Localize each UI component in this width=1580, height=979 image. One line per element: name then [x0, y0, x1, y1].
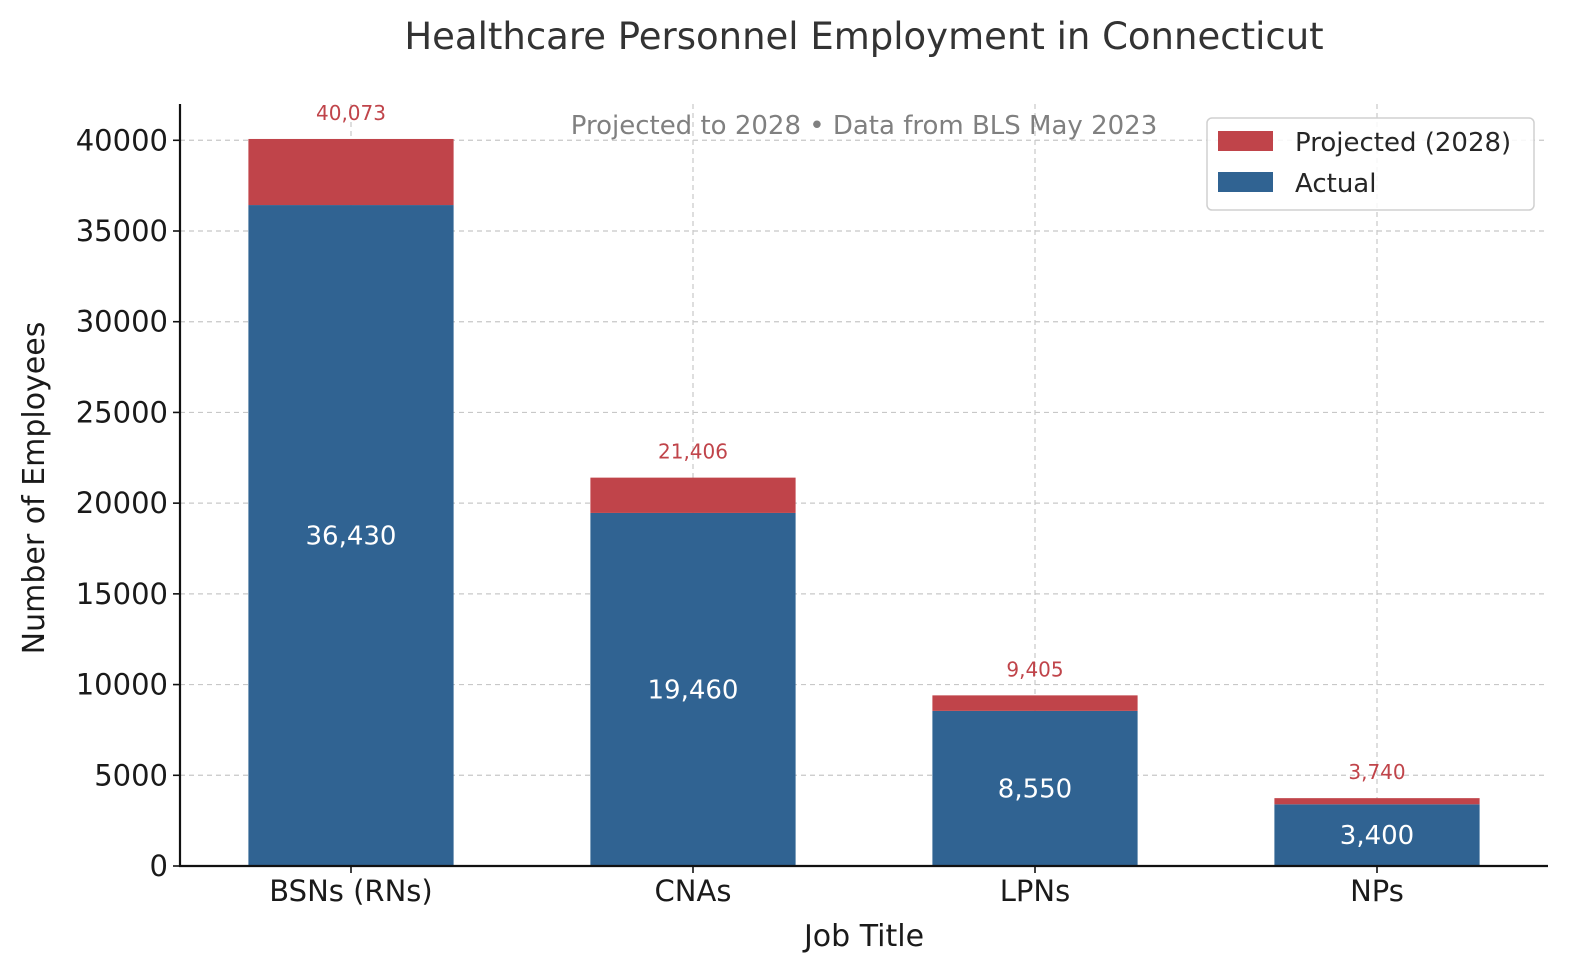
data-label-projected: 40,073 — [316, 101, 386, 125]
y-tick-label: 25000 — [76, 395, 168, 429]
axes: 0 5000 10000 15000 20000 25000 30000 35000 40000… — [76, 104, 1548, 908]
y-tick-label: 35000 — [76, 214, 168, 248]
chart-title: Healthcare Personnel Employment in Conne… — [404, 15, 1323, 58]
y-tick-label: 20000 — [76, 486, 168, 520]
bar-projected — [1274, 798, 1480, 805]
data-label-projected: 21,406 — [658, 440, 728, 464]
bar-actual — [932, 710, 1138, 866]
y-tick-label: 15000 — [76, 577, 168, 611]
x-axis-label: Job Title — [802, 919, 924, 954]
bar-projected — [590, 477, 796, 513]
chart-subtitle: Projected to 2028 • Data from BLS May 20… — [571, 111, 1158, 141]
data-label-actual: 36,430 — [306, 522, 397, 552]
data-label-actual: 3,400 — [1340, 821, 1414, 851]
data-label-actual: 8,550 — [998, 774, 1072, 804]
bar-projected — [932, 695, 1138, 711]
bar-actual — [590, 512, 796, 866]
legend-swatch — [1218, 172, 1273, 192]
data-label-projected: 3,740 — [1348, 760, 1405, 784]
legend: Projected (2028) Actual — [1206, 117, 1535, 211]
y-tick-label: 40000 — [76, 123, 168, 157]
bar-actual — [248, 205, 454, 866]
x-tick-label: BSNs (RNs) — [269, 874, 432, 908]
y-axis-label: Number of Employees — [17, 322, 52, 655]
data-label-projected: 9,405 — [1006, 657, 1063, 681]
x-tick-label: CNAs — [655, 874, 732, 908]
data-label-actual: 19,460 — [648, 675, 739, 705]
x-tick-label: NPs — [1350, 874, 1404, 908]
legend-swatch — [1218, 131, 1273, 151]
bar-projected — [248, 138, 454, 206]
x-tick-label: LPNs — [1000, 874, 1070, 908]
legend-box — [1206, 117, 1535, 211]
bars: 36,430 40,073 19,460 21,406 8,550 9,405 3,400 3… — [248, 101, 1480, 866]
bar-actual — [1274, 804, 1480, 866]
y-tick-label: 0 — [150, 849, 168, 883]
legend-label: Projected (2028) — [1295, 128, 1511, 158]
y-tick-label: 30000 — [76, 305, 168, 339]
y-tick-label: 10000 — [76, 668, 168, 702]
y-tick-label: 5000 — [94, 758, 168, 792]
legend-label: Actual — [1295, 169, 1376, 199]
